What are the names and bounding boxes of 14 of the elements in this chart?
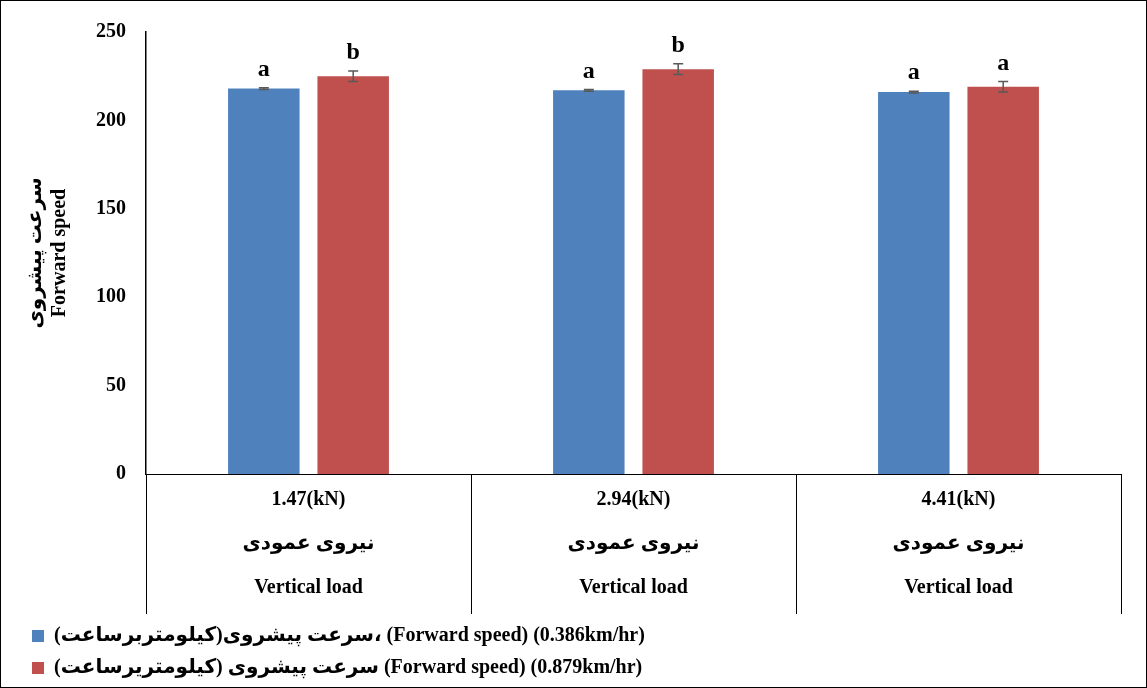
- data-label: a: [997, 48, 1010, 75]
- data-label: a: [582, 56, 595, 83]
- y-tick-label: 250: [96, 19, 126, 42]
- y-tick-label: 100: [96, 284, 126, 307]
- y-tick-label: 200: [96, 107, 126, 130]
- y-tick-label: 50: [106, 372, 126, 395]
- data-label: b: [671, 31, 685, 58]
- legend-label: سرعت پیشروی (کیلومتریرساعت) (Forward speed) (0.879km/hr): [54, 655, 643, 680]
- y-tick-label: 0: [116, 461, 126, 484]
- y-tick-label: 150: [96, 195, 126, 218]
- legend-label: سرعت پیشروی(کیلومتربرساعت)، (Forward speed) (0.386km/hr): [54, 623, 645, 648]
- data-label: a: [257, 54, 270, 81]
- data-label: a: [907, 58, 920, 85]
- data-label: b: [346, 38, 360, 65]
